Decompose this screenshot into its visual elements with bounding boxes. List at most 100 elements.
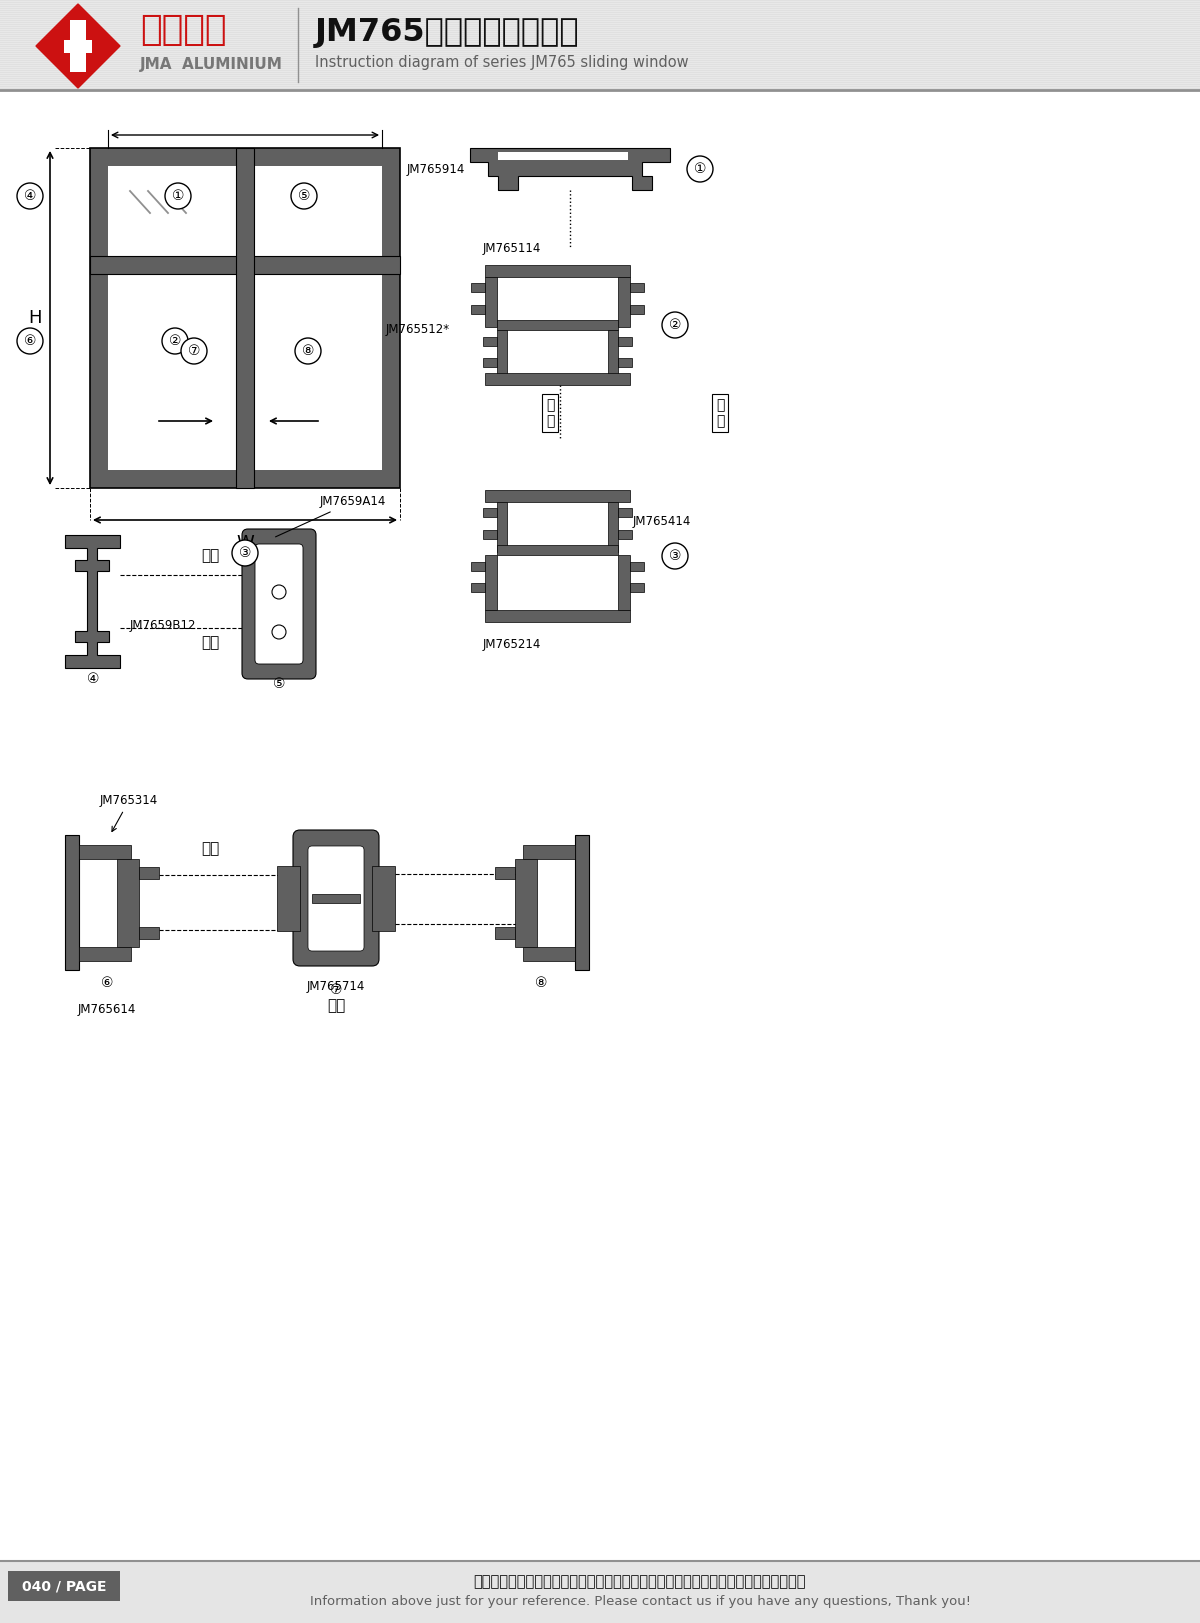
Text: ①: ① bbox=[172, 188, 185, 203]
Text: JM765114: JM765114 bbox=[482, 242, 541, 255]
Bar bbox=[108, 166, 382, 471]
Polygon shape bbox=[36, 3, 120, 88]
Text: 图中所示型材截面、装配、编号、尺寸及重量仅供参考。如有疑问，请向本公司查询。: 图中所示型材截面、装配、编号、尺寸及重量仅供参考。如有疑问，请向本公司查询。 bbox=[474, 1574, 806, 1589]
Circle shape bbox=[17, 183, 43, 209]
Bar bbox=[139, 927, 158, 940]
Bar bbox=[608, 329, 618, 380]
Bar bbox=[0, 1561, 1200, 1623]
Circle shape bbox=[662, 544, 688, 570]
Circle shape bbox=[162, 328, 188, 354]
Text: ④: ④ bbox=[86, 672, 100, 687]
Bar bbox=[523, 946, 575, 961]
Circle shape bbox=[292, 183, 317, 209]
Bar bbox=[515, 859, 538, 946]
Bar bbox=[482, 508, 497, 518]
Bar bbox=[236, 148, 254, 489]
Text: ⑦: ⑦ bbox=[330, 984, 342, 997]
Bar bbox=[312, 894, 360, 902]
Text: ③: ③ bbox=[239, 545, 251, 560]
Text: ⑤: ⑤ bbox=[272, 677, 286, 691]
Text: JM765系列推拉窗结构图: JM765系列推拉窗结构图 bbox=[314, 16, 580, 47]
Bar bbox=[485, 265, 630, 278]
Bar bbox=[372, 867, 395, 932]
Text: 室外: 室外 bbox=[326, 998, 346, 1013]
Bar bbox=[498, 153, 628, 161]
FancyBboxPatch shape bbox=[256, 544, 302, 664]
Circle shape bbox=[686, 156, 713, 182]
Text: JM765512*: JM765512* bbox=[386, 323, 450, 336]
FancyBboxPatch shape bbox=[293, 829, 379, 966]
Bar bbox=[497, 545, 618, 555]
Bar bbox=[73, 54, 83, 67]
Text: JM765214: JM765214 bbox=[482, 638, 541, 651]
Bar bbox=[8, 1571, 120, 1600]
Bar bbox=[70, 19, 86, 71]
Bar bbox=[630, 583, 644, 592]
Circle shape bbox=[272, 584, 286, 599]
Text: ⑤: ⑤ bbox=[298, 188, 311, 203]
Text: JM765614: JM765614 bbox=[78, 1003, 136, 1016]
Bar bbox=[630, 305, 644, 313]
Text: 室外: 室外 bbox=[200, 635, 220, 649]
Text: ②: ② bbox=[668, 318, 682, 333]
Bar bbox=[497, 320, 618, 329]
Circle shape bbox=[662, 312, 688, 338]
Text: 室内: 室内 bbox=[200, 549, 220, 563]
Bar bbox=[470, 282, 485, 292]
Text: Information above just for your reference. Please contact us if you have any que: Information above just for your referenc… bbox=[310, 1595, 971, 1608]
Circle shape bbox=[295, 338, 322, 364]
Bar bbox=[73, 26, 83, 39]
Bar bbox=[575, 834, 589, 971]
Bar bbox=[630, 562, 644, 571]
Text: JM7659A14: JM7659A14 bbox=[276, 495, 386, 537]
Polygon shape bbox=[470, 148, 670, 190]
Bar bbox=[64, 41, 92, 54]
Text: ⑥: ⑥ bbox=[24, 334, 36, 347]
Circle shape bbox=[232, 540, 258, 566]
Bar bbox=[497, 502, 508, 552]
Text: JM7659B12: JM7659B12 bbox=[130, 618, 197, 631]
Bar bbox=[470, 305, 485, 313]
Bar bbox=[496, 867, 515, 880]
Text: 室
内: 室 内 bbox=[546, 398, 554, 428]
Text: JM765914: JM765914 bbox=[407, 162, 466, 175]
Text: ②: ② bbox=[169, 334, 181, 347]
Circle shape bbox=[272, 625, 286, 639]
Text: JMA  ALUMINIUM: JMA ALUMINIUM bbox=[140, 57, 283, 73]
Bar bbox=[90, 148, 400, 489]
Bar bbox=[485, 490, 630, 502]
Text: ①: ① bbox=[694, 162, 707, 175]
Text: JM765414: JM765414 bbox=[634, 516, 691, 529]
Circle shape bbox=[166, 183, 191, 209]
Text: 坚美铝业: 坚美铝业 bbox=[140, 13, 227, 47]
Bar bbox=[470, 583, 485, 592]
Polygon shape bbox=[65, 536, 120, 669]
Bar bbox=[485, 610, 630, 622]
Bar bbox=[496, 927, 515, 940]
Text: H: H bbox=[29, 308, 42, 326]
Text: JM765714: JM765714 bbox=[307, 980, 365, 993]
Text: Instruction diagram of series JM765 sliding window: Instruction diagram of series JM765 slid… bbox=[314, 55, 689, 70]
FancyBboxPatch shape bbox=[242, 529, 316, 678]
Bar bbox=[0, 0, 1200, 89]
Text: JM765314: JM765314 bbox=[100, 794, 158, 831]
Bar bbox=[90, 256, 400, 274]
Text: ⑦: ⑦ bbox=[187, 344, 200, 359]
Bar bbox=[523, 846, 575, 859]
Bar bbox=[485, 555, 497, 610]
Bar bbox=[277, 867, 300, 932]
Text: ③: ③ bbox=[668, 549, 682, 563]
Bar bbox=[485, 373, 630, 385]
Bar bbox=[470, 562, 485, 571]
Bar bbox=[482, 359, 497, 367]
Text: ⑧: ⑧ bbox=[535, 975, 547, 990]
Text: 室内: 室内 bbox=[200, 841, 220, 855]
Bar bbox=[79, 946, 131, 961]
Circle shape bbox=[181, 338, 208, 364]
Bar bbox=[618, 338, 632, 346]
Bar bbox=[618, 359, 632, 367]
Bar bbox=[482, 338, 497, 346]
Bar bbox=[482, 531, 497, 539]
Bar bbox=[118, 859, 139, 946]
Bar bbox=[497, 329, 508, 380]
